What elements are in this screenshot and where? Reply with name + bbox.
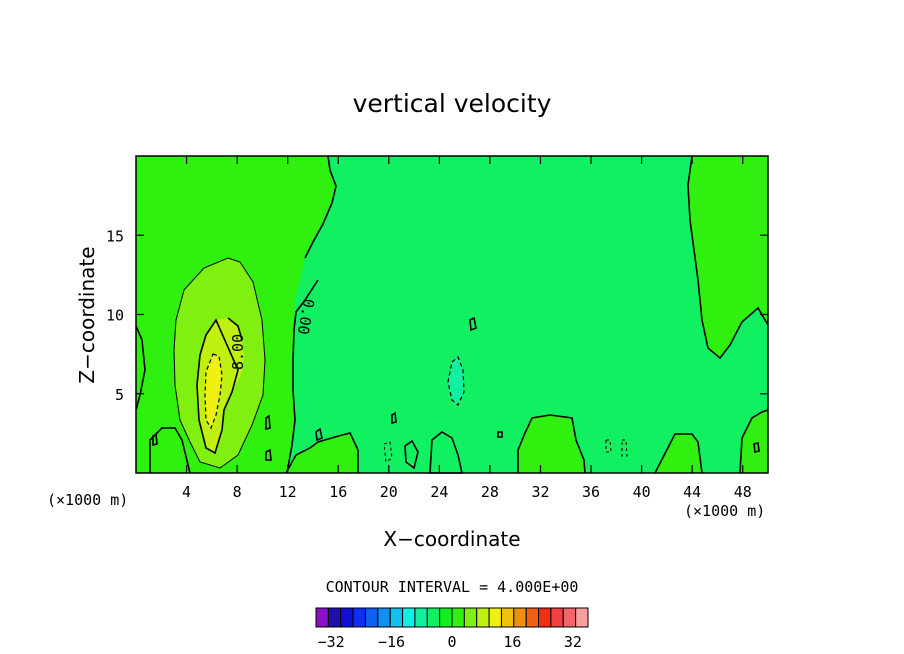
colorbar-swatch: [550, 607, 564, 628]
contour-small-blob-10: [621, 439, 628, 457]
contour-left-edge: [135, 325, 146, 411]
y-tick-labels: 5 10 15: [106, 227, 124, 404]
contour-bottom-5: [149, 427, 191, 474]
x-tick-label: 20: [380, 483, 398, 501]
contour-zero-right: [687, 155, 769, 360]
contour-eight: [196, 317, 243, 455]
colorbar-swatch: [402, 607, 416, 628]
colorbar-swatch: [377, 607, 391, 628]
axis-ticks: [136, 156, 768, 473]
x-tick-label: 44: [683, 483, 701, 501]
y-tick-label: 5: [115, 386, 124, 404]
contour-small-blob-11: [497, 431, 503, 438]
region-bottom-positive-1: [286, 433, 358, 473]
y-tick-label: 10: [106, 307, 124, 325]
colorbar-swatch: [513, 607, 527, 628]
region-bottom-positive-4: [655, 434, 702, 473]
x-tick-label: 40: [633, 483, 651, 501]
contour-small-blob-13: [265, 448, 272, 461]
x-unit-left: (×1000 m): [47, 491, 128, 509]
contour-label-eight: 8.00: [229, 334, 247, 370]
colorbar-swatch: [525, 607, 540, 628]
plot-area: 8.00 0.00: [135, 155, 769, 474]
colorbar-tick-label: 32: [564, 633, 582, 651]
colorbar-swatch: [352, 607, 366, 628]
y-tick-label: 15: [106, 227, 124, 245]
colorbar-tick-label: −16: [378, 633, 405, 651]
colorbar-swatch: [414, 607, 428, 628]
x-tick-label: 12: [279, 483, 297, 501]
colorbar-swatch: [476, 607, 490, 628]
contour-twelve: [204, 353, 223, 430]
x-tick-label: 32: [531, 483, 549, 501]
colorbar-swatch: [315, 607, 329, 628]
colorbar-swatch: [488, 607, 502, 628]
contour-small-blob-1: [469, 316, 477, 332]
x-tick-label: 36: [582, 483, 600, 501]
region-bottom-positive-2: [518, 415, 585, 473]
contour-small-blob-9: [605, 439, 612, 453]
region-downdraft: [448, 357, 464, 405]
contour-bottom-1: [285, 432, 359, 474]
contour-small-blob-2: [391, 411, 397, 425]
x-tick-label: 8: [233, 483, 242, 501]
chart-title: vertical velocity: [353, 89, 552, 118]
colorbar-tick-label: 0: [447, 633, 456, 651]
x-tick-label: 16: [329, 483, 347, 501]
contour-label-zero: 0.00: [294, 297, 318, 336]
colorbar-swatch: [451, 607, 465, 628]
y-axis-label: Z−coordinate: [75, 246, 99, 383]
colorbar-swatch: [364, 607, 379, 628]
contour-lines: [135, 155, 769, 474]
contour-zero-left: [286, 155, 337, 474]
colorbar-swatch: [500, 607, 515, 628]
contour-bottom-4: [654, 433, 703, 474]
colorbar-labels: −32 −16 0 16 32: [318, 633, 582, 651]
x-tick-label: 48: [734, 483, 752, 501]
contour-small-blob-12: [753, 442, 760, 453]
colorbar-swatch: [463, 607, 478, 628]
colorbar: [315, 607, 589, 628]
contour-bottom-2: [517, 414, 586, 474]
x-unit-right: (×1000 m): [684, 502, 765, 520]
x-axis-label: X−coordinate: [383, 527, 520, 551]
x-tick-label: 28: [481, 483, 499, 501]
contour-small-blob-3: [315, 427, 323, 442]
colorbar-swatch: [538, 607, 552, 628]
contour-bottom-3: [739, 409, 769, 474]
colorbar-swatch: [389, 607, 404, 628]
contour-small-blob-4: [404, 439, 419, 470]
colorbar-swatch: [340, 607, 354, 628]
colorbar-tick-label: 16: [503, 633, 521, 651]
colorbar-swatch: [439, 607, 453, 628]
contour-small-blob-6: [152, 432, 158, 447]
x-tick-labels: 4 8 12 16 20 24 28 32 36 40 44 48: [182, 483, 752, 501]
region-upper-right-positive: [688, 156, 768, 358]
contour-downdraft: [447, 356, 465, 406]
colorbar-swatch: [562, 607, 577, 628]
x-tick-label: 24: [430, 483, 448, 501]
filled-contours: [136, 156, 768, 473]
colorbar-swatch: [426, 607, 441, 628]
region-bottom-positive-3: [740, 410, 768, 473]
x-tick-label: 4: [182, 483, 191, 501]
colorbar-swatch: [327, 607, 342, 628]
colorbar-tick-label: −32: [318, 633, 345, 651]
contour-small-blob-7: [265, 414, 271, 431]
contour-updraft-band: [173, 257, 266, 469]
colorbar-swatch: [575, 607, 589, 628]
region-updraft-peak: [205, 354, 222, 428]
contour-interval-label: CONTOUR INTERVAL = 4.000E+00: [326, 578, 579, 596]
